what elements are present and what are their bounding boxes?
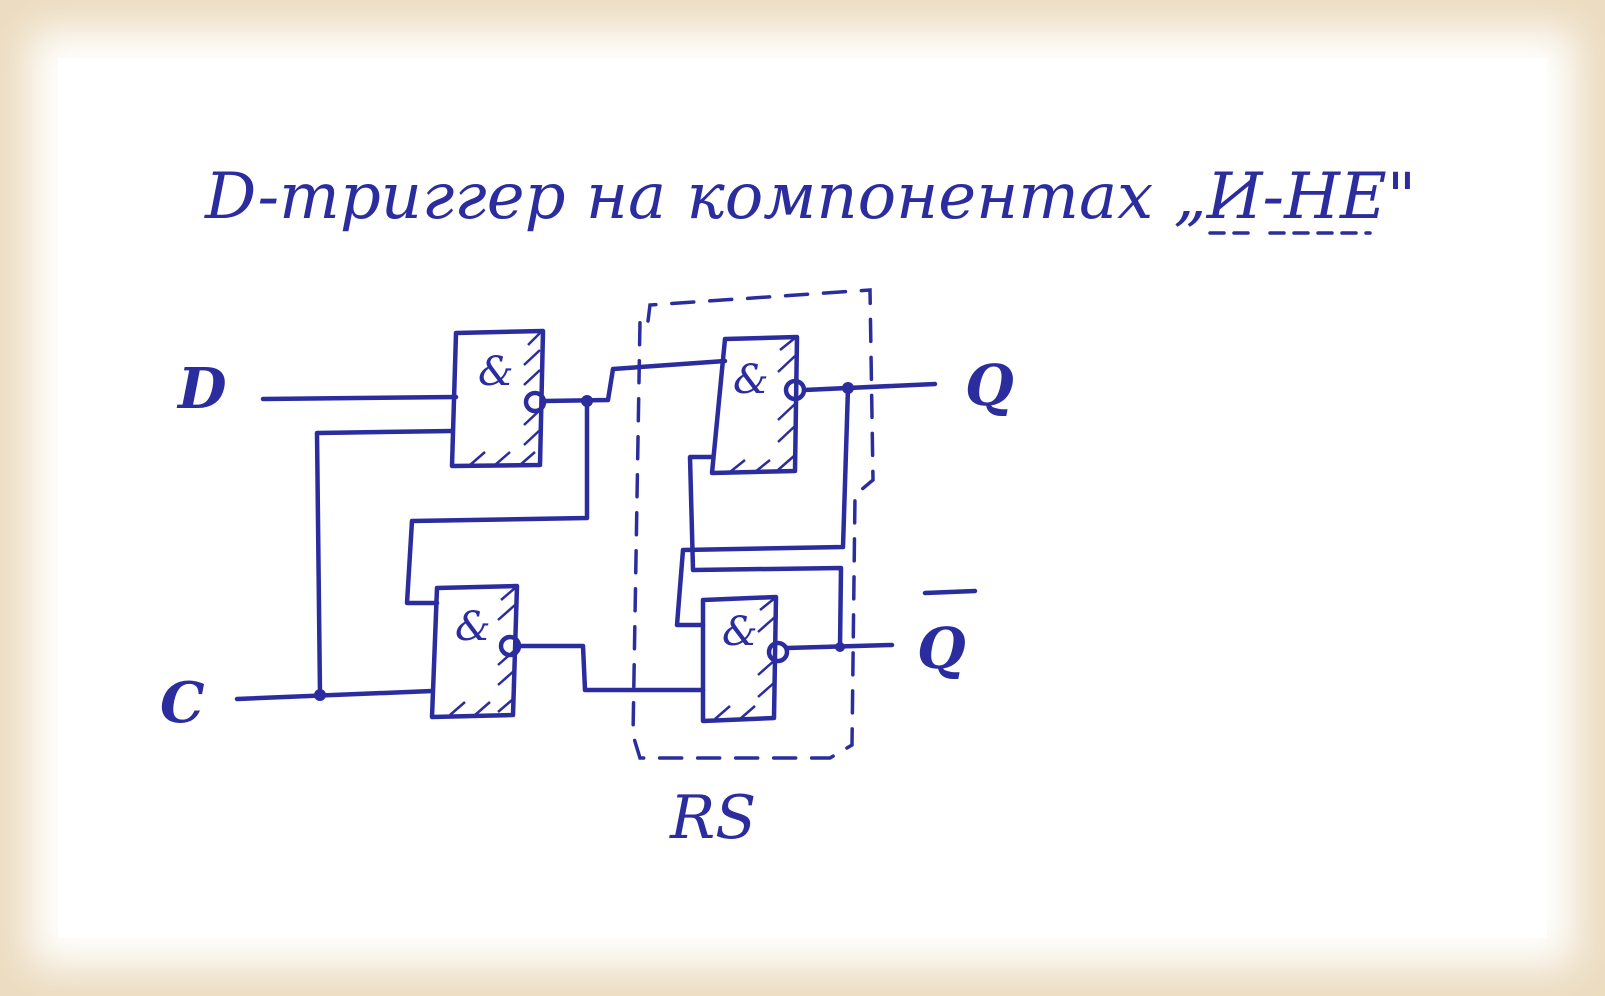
paper-sheet (58, 58, 1547, 938)
gate-4-inversion-bubble (766, 640, 790, 664)
rs-latch-label: RS (669, 783, 756, 853)
nand-gate-1: & (449, 328, 547, 469)
gate-1-symbol: & (478, 349, 514, 395)
rs-latch-boundary (631, 288, 875, 760)
gate-3-symbol: & (733, 357, 769, 403)
nand-gate-3: & (709, 334, 807, 476)
input-label-d: D (176, 356, 227, 422)
q-bar-overline (922, 588, 978, 596)
input-label-c: C (160, 670, 205, 736)
junction-c (314, 689, 326, 701)
nand-gate-2: & (429, 583, 522, 720)
gate-4-symbol: & (722, 609, 758, 655)
output-label-q-bar: Q (917, 616, 966, 682)
output-label-q: Q (965, 353, 1014, 419)
gate-2-symbol: & (455, 604, 491, 650)
nand-gate-4: & (700, 594, 790, 724)
diagram-title: D-триггер на компонентах „И-НЕ" (204, 160, 1416, 234)
wires (234, 358, 938, 702)
